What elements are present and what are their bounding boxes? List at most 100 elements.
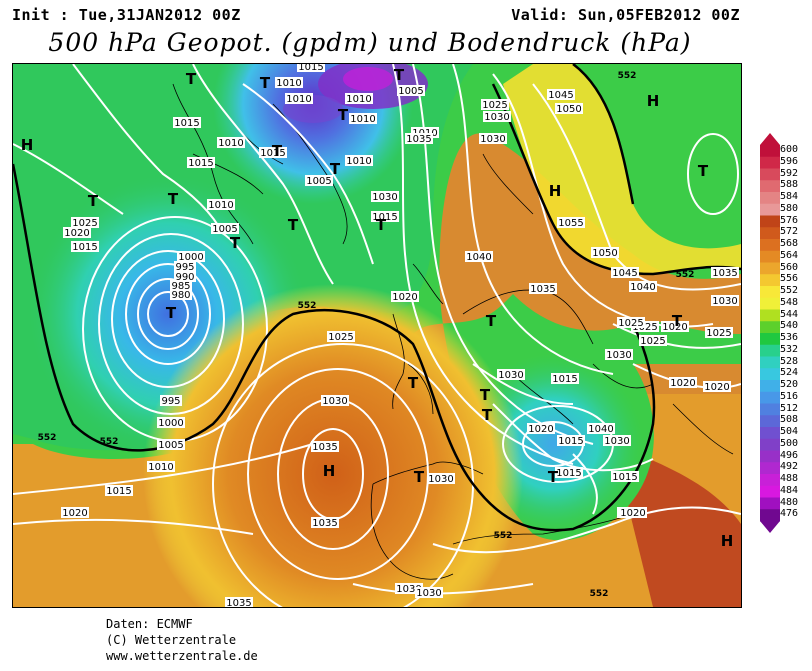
svg-text:1025: 1025 [640,336,665,347]
low-pressure-center: T [672,312,683,330]
low-pressure-center: T [414,468,425,486]
low-pressure-center: T [480,386,491,404]
low-pressure-center: T [288,216,299,234]
svg-text:1030: 1030 [428,474,453,485]
isobar-pressure-label: 1030 [395,583,423,595]
legend-value-label: 524 [780,367,799,379]
legend-value-label: 528 [780,355,799,367]
weather-map: 1015 1010 1010 1010 1005 1010 1015 1010 1015 1015… [12,63,742,608]
isobar-pressure-label: 1015 [297,64,325,73]
legend-value-label: 496 [780,449,799,461]
legend-swatch [760,474,780,487]
isobar-pressure-label: 1030 [321,395,349,407]
legend-value-label: 504 [780,426,799,437]
isobar-pressure-label: 1045 [547,89,575,101]
legend-value-label: 488 [780,473,799,484]
isobar-pressure-label: 1040 [587,423,615,435]
svg-text:1025: 1025 [482,100,507,111]
legend-value-label: 564 [780,249,799,261]
legend-swatch [760,286,780,299]
legend-swatch [760,203,780,216]
high-pressure-center: H [721,532,734,550]
credit-data-source: Daten: ECMWF [106,617,193,631]
legend-value-label: 572 [780,226,799,238]
isobar-pressure-label: 1015 [555,467,583,479]
legend-value-label: 552 [780,285,799,296]
svg-text:1005: 1005 [158,440,183,451]
legend-value-label: 480 [780,496,799,508]
legend-swatch [760,180,780,193]
svg-text:1020: 1020 [392,292,417,303]
legend-swatch [760,415,780,428]
svg-text:1015: 1015 [372,212,397,223]
isobar-pressure-label: 1030 [497,369,525,381]
geopotential-contour-label: 552 [298,301,317,311]
credit-copyright: (C) Wetterzentrale [106,633,237,647]
legend-swatch [760,497,780,510]
geopotential-contour-label: 552 [676,270,695,280]
svg-text:1020: 1020 [64,228,89,239]
svg-text:1025: 1025 [706,328,731,339]
svg-text:1015: 1015 [556,468,581,479]
svg-text:980: 980 [171,290,190,301]
isobar-pressure-label: 1015 [557,435,585,447]
isobar-pressure-label: 1030 [415,587,443,599]
isobar-pressure-label: 1050 [555,103,583,115]
svg-text:1025: 1025 [618,318,643,329]
legend-value-label: 580 [780,202,799,214]
isobar-pressure-label: 1015 [371,211,399,223]
low-pressure-center: T [272,142,283,160]
isobar-pressure-label: 990 [174,271,196,283]
legend-value-label: 560 [780,261,799,273]
svg-text:1055: 1055 [558,218,583,229]
legend-value-label: 508 [780,414,799,426]
low-pressure-center: T [88,192,99,210]
svg-text:985: 985 [171,281,190,292]
legend-swatch [760,450,780,463]
legend-swatch [760,356,780,369]
isobar-pressure-label: 1020 [703,381,731,393]
high-pressure-center: H [21,136,34,154]
high-pressure-center: H [549,182,562,200]
low-pressure-center: T [338,106,349,124]
svg-text:1030: 1030 [712,296,737,307]
isobar-pressure-label: 1010 [345,93,373,105]
isobar-pressure-label: 995 [174,261,196,273]
svg-text:1045: 1045 [548,90,573,101]
legend-value-label: 584 [780,191,799,202]
legend-swatch [760,462,780,475]
isobar-pressure-label: 1020 [63,227,91,239]
svg-text:1045: 1045 [612,268,637,279]
552-contour [13,64,741,532]
legend-value-label: 516 [780,390,799,402]
credit-website[interactable]: www.wetterzentrale.de [106,649,258,663]
svg-text:1020: 1020 [670,378,695,389]
legend-swatch [760,438,780,451]
isobar-pressure-label: 1015 [173,117,201,129]
isobar-pressure-label: 1040 [465,251,493,263]
svg-text:1020: 1020 [62,508,87,519]
svg-text:1015: 1015 [106,486,131,497]
isobar-pressure-label: 1025 [71,217,99,229]
legend-swatch [760,391,780,404]
legend-swatch [760,380,780,393]
svg-text:1015: 1015 [298,64,323,73]
valid-time-label: Valid: Sun,05FEB2012 00Z [511,6,740,24]
legend-value-label: 544 [780,308,799,320]
svg-text:1005: 1005 [212,224,237,235]
svg-text:1010: 1010 [208,200,233,211]
svg-text:1015: 1015 [558,436,583,447]
legend-value-label: 592 [780,167,799,179]
svg-text:1025: 1025 [72,218,97,229]
svg-text:1030: 1030 [396,584,421,595]
isobar-pressure-label: 1055 [557,217,585,229]
isobar-pressure-label: 1030 [427,473,455,485]
isobar-pressure-label: 1030 [483,111,511,123]
svg-text:1030: 1030 [484,112,509,123]
isobar-pressure-label: 1030 [603,435,631,447]
pressure-label-layer: 1015 1010 1010 1010 1005 1010 1015 1010 1015 1015… [61,64,739,607]
legend-swatch [760,145,780,158]
legend-value-label: 512 [780,402,799,414]
isobar-pressure-label: 1010 [147,461,175,473]
color-legend-bar [760,133,780,533]
